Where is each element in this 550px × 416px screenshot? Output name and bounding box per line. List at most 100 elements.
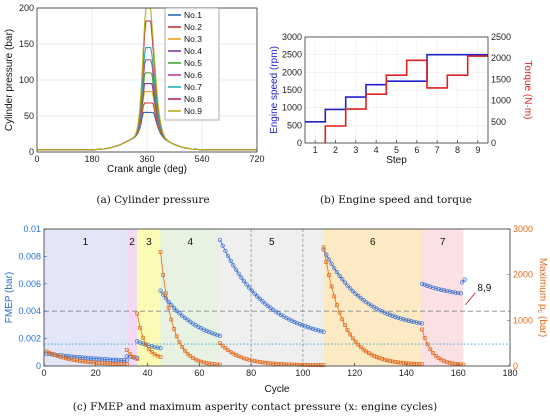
- y-left-tick-label: 0: [36, 361, 41, 371]
- contact-pressure-point: [428, 347, 433, 352]
- fmep-point: [332, 265, 337, 271]
- fmep-point: [249, 288, 255, 293]
- fmep-point: [379, 309, 385, 314]
- contact-pressure-point: [180, 345, 185, 349]
- contact-pressure-point: [161, 273, 166, 277]
- contact-pressure-point: [276, 362, 281, 366]
- legend-label: No.2: [184, 22, 202, 32]
- y-right-tick-label: 1500: [491, 74, 511, 84]
- fmep-point: [260, 299, 265, 304]
- y-right-tick-label: 2500: [491, 32, 511, 42]
- fmep-point: [166, 299, 171, 304]
- fmep-point: [177, 311, 182, 316]
- plot-frame-a: [36, 7, 258, 153]
- fmep-point: [97, 356, 102, 362]
- fmep-point: [121, 358, 127, 363]
- y-tick-label: 150: [19, 39, 34, 49]
- region-2: [126, 229, 138, 366]
- fmep-point: [436, 286, 441, 292]
- fmep-point: [204, 328, 209, 333]
- contact-pressure-point: [358, 345, 363, 350]
- contact-pressure-point: [406, 361, 411, 366]
- fmep-point: [428, 284, 433, 289]
- contact-pressure-point: [158, 249, 163, 254]
- fmep-point: [406, 318, 411, 323]
- contact-pressure-point: [128, 352, 133, 356]
- fmep-point: [66, 354, 71, 359]
- x-tick-label: 4: [374, 145, 379, 155]
- fmep-point: [94, 356, 99, 361]
- y-axis-label: Cylinder pressure (bar): [4, 29, 15, 131]
- x-axis-label: Crank angle (deg): [107, 164, 187, 175]
- fmep-point: [228, 258, 233, 263]
- contact-pressure-point: [135, 357, 140, 361]
- contact-pressure-point: [185, 351, 190, 356]
- fmep-point: [225, 253, 231, 259]
- x-axis-label: Cycle: [264, 384, 289, 395]
- region-4: [160, 229, 221, 366]
- x-tick-label: 540: [194, 154, 209, 164]
- contact-pressure-point: [172, 327, 176, 331]
- fmep-point: [417, 320, 422, 326]
- contact-pressure-point: [337, 310, 342, 315]
- fmep-point: [99, 356, 105, 362]
- y-left-tick-label: 0: [297, 138, 302, 148]
- fmep-point: [345, 283, 350, 288]
- x-tick-label: 180: [502, 368, 517, 378]
- contact-pressure-point: [268, 361, 273, 366]
- y-right-tick-label: 3000: [513, 224, 533, 234]
- fmep-point: [257, 296, 263, 302]
- fmep-point: [433, 286, 438, 291]
- contact-pressure-point: [149, 350, 154, 354]
- y-left-tick-label: 1500: [282, 85, 302, 95]
- fmep-point: [414, 320, 419, 325]
- x-tick-label: 0: [34, 154, 39, 164]
- region-6: [323, 229, 422, 366]
- y-left-axis-label: FMEP (bar): [4, 272, 15, 324]
- fmep-point: [425, 283, 430, 288]
- region-label: 3: [146, 237, 152, 248]
- fmep-point: [268, 305, 273, 310]
- fmep-point: [140, 341, 146, 346]
- x-tick-label: 3: [353, 145, 358, 155]
- fmep-point: [110, 357, 116, 362]
- contact-pressure-point: [374, 355, 379, 359]
- fmep-point: [340, 277, 345, 282]
- y-left-tick-label: 3000: [282, 32, 302, 42]
- x-tick-label: 2: [333, 145, 338, 155]
- contact-pressure-point: [135, 311, 140, 316]
- fmep-point: [113, 357, 118, 363]
- x-axis-label: Step: [386, 155, 407, 166]
- fmep-point: [356, 293, 361, 299]
- fmep-point: [342, 280, 348, 285]
- fmep-point: [169, 302, 174, 308]
- x-tick-label: 9: [475, 145, 480, 155]
- contact-pressure-point: [124, 348, 129, 352]
- y-right-tick-label: 2000: [513, 270, 533, 280]
- region-label: 4: [187, 237, 193, 248]
- fmep-point: [108, 357, 113, 362]
- contact-pressure-point: [147, 347, 151, 351]
- fmep-point: [201, 327, 206, 332]
- fmep-point: [321, 329, 326, 334]
- fmep-point: [305, 324, 310, 330]
- y-tick-label: 100: [19, 75, 34, 85]
- fmep-point: [212, 331, 217, 337]
- x-tick-label: 360: [139, 154, 154, 164]
- fmep-point: [390, 313, 395, 318]
- x-tick-label: 720: [249, 154, 264, 164]
- legend-label: No.1: [184, 10, 202, 20]
- fmep-point: [401, 317, 406, 322]
- panel-b-speed-torque: 1 2 3 4 5 6 7 8 9 0 500 1000 1500 2000 2500 3000 0 500 100…: [269, 32, 533, 166]
- contact-pressure-line: [136, 313, 161, 358]
- fmep-point: [163, 296, 169, 301]
- fmep-point: [180, 313, 185, 318]
- x-tick-label: 40: [143, 368, 153, 378]
- contact-pressure-point: [131, 355, 136, 359]
- caption-b: (b) Engine speed and torque: [320, 194, 472, 206]
- fmep-point: [348, 286, 353, 291]
- contact-pressure-point: [422, 336, 427, 340]
- fmep-point: [329, 261, 334, 267]
- contact-pressure-point: [340, 317, 345, 322]
- fmep-point: [105, 357, 110, 362]
